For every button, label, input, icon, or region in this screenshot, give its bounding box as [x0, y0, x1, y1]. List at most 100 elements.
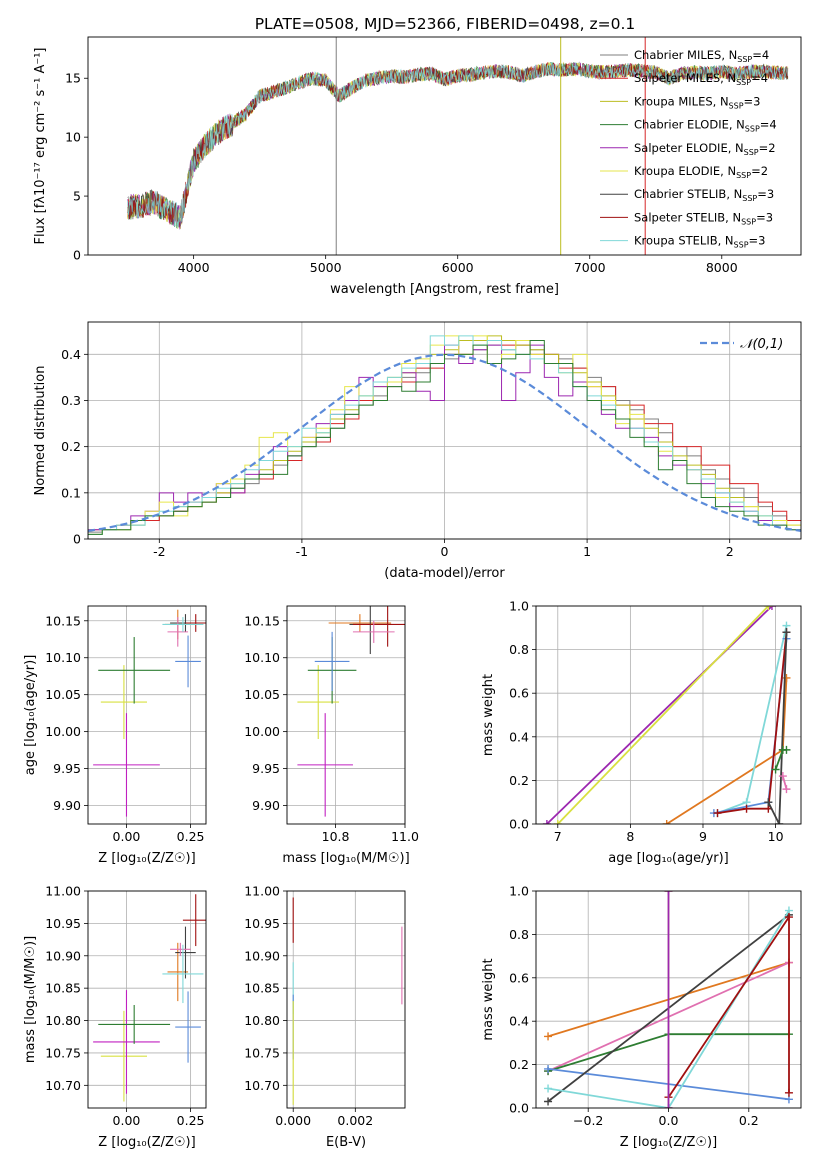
- plot-area: [544, 891, 793, 1108]
- y-axis-label: age [log₁₀(age/yr)]: [23, 655, 38, 776]
- x-tick-label: -2: [153, 544, 165, 559]
- chart-mass-vs-ebv: 0.000 0.002 10.70 10.75 10.80 10.85 10.90 10.95…: [244, 884, 406, 1150]
- x-tick-label: 0.2: [739, 1113, 759, 1128]
- x-tick-label: 0.25: [177, 829, 205, 844]
- y-tick-label: 10.00: [45, 724, 81, 739]
- x-tick-label: 10.8: [322, 829, 350, 844]
- y-tick-label: 10.75: [45, 1045, 81, 1060]
- massweight-marker: [782, 673, 791, 682]
- x-axis-label: wavelength [Angstrom, rest frame]: [330, 282, 559, 297]
- y-tick-label: 10.80: [45, 1013, 81, 1028]
- legend-subscript: SSP: [737, 55, 752, 64]
- legend-entry: Chabrier ELODIE, NSSP=4: [634, 118, 777, 134]
- massweight-marker: [778, 772, 787, 781]
- massweight-marker: [782, 628, 791, 637]
- y-tick-label: 10.15: [244, 613, 280, 628]
- y-tick-label: 0.0: [509, 817, 529, 832]
- y-tick-label: 10.00: [244, 724, 280, 739]
- x-axis-label: Z [log₁₀(Z/Z☉)]: [98, 851, 195, 866]
- legend-value: =3: [757, 187, 774, 201]
- massweight-marker: [767, 606, 776, 610]
- x-tick-label: 4000: [178, 260, 210, 275]
- x-tick-label: 6000: [442, 260, 474, 275]
- massweight-marker: [544, 1064, 553, 1073]
- massweight-marker: [764, 606, 773, 610]
- y-tick-label: 1.0: [509, 599, 529, 614]
- y-axis-label: mass weight: [481, 958, 496, 1040]
- massweight-line: [557, 606, 769, 824]
- massweight-line: [767, 632, 788, 824]
- plot-area: [127, 37, 789, 255]
- legend-value: =3: [756, 210, 773, 224]
- legend-entry: Salpeter STELIB, NSSP=3: [634, 210, 773, 226]
- legend-entry: Kroupa MILES, NSSP=3: [634, 94, 760, 110]
- massweight-marker: [664, 1104, 673, 1108]
- axes-frame: [535, 605, 802, 825]
- y-tick-label: 0.4: [509, 1014, 529, 1029]
- massweight-marker: [782, 745, 791, 754]
- chart-age-vs-z: 0.00 0.25 9.90 9.95 10.00 10.05 10.10 10.15 Z [l…: [23, 605, 207, 866]
- y-tick-label: 10.15: [45, 613, 81, 628]
- y-tick-label: 0: [73, 532, 81, 547]
- y-tick-label: 10.85: [244, 981, 280, 996]
- y-tick-label: 0.8: [509, 927, 529, 942]
- y-tick-label: 0: [73, 248, 81, 263]
- massweight-line: [667, 914, 790, 1098]
- spectrum-legend: Chabrier MILES, NSSP=4 Salpeter MILES, NS…: [600, 48, 777, 250]
- axes-frame: [286, 605, 406, 825]
- y-tick-label: 0.0: [509, 1101, 529, 1116]
- y-tick-label: 10.80: [244, 1013, 280, 1028]
- chart-massweight-vs-age: 7 8 9 10 0.0 0.2 0.4 0.6 0.8 1.0 age [log₁₀(age/yr…: [481, 599, 802, 866]
- y-tick-label: 10.10: [244, 650, 280, 665]
- massweight-marker: [544, 1097, 553, 1106]
- plot-area: [93, 894, 206, 1102]
- legend-entry: Salpeter ELODIE, NSSP=2: [634, 141, 776, 157]
- plot-area: [297, 606, 405, 817]
- y-tick-label: 9.95: [53, 761, 81, 776]
- y-tick-label: 10.05: [244, 687, 280, 702]
- y-tick-label: 5: [73, 189, 81, 204]
- y-tick-label: 0.2: [509, 1057, 529, 1072]
- y-tick-label: 15: [65, 71, 81, 86]
- x-tick-label: 11.0: [391, 829, 419, 844]
- massweight-marker: [742, 804, 751, 813]
- residuals-legend: 𝒩(0,1): [700, 337, 783, 352]
- massweight-marker: [775, 820, 784, 824]
- y-tick-label: 0.2: [61, 439, 81, 454]
- legend-value: =4: [760, 118, 777, 132]
- normal-curve: [88, 353, 801, 532]
- y-tick-label: 0.2: [509, 773, 529, 788]
- massweight-line: [717, 632, 788, 814]
- massweight-marker: [764, 798, 773, 807]
- legend-entry: Salpeter MILES, NSSP=4: [634, 71, 768, 87]
- x-tick-label: 0.0: [659, 1113, 679, 1128]
- legend-entry: Kroupa STELIB, NSSP=3: [634, 234, 765, 250]
- x-tick-label: 0.00: [113, 829, 141, 844]
- legend-value: =4: [751, 71, 768, 85]
- y-tick-label: 0.4: [509, 729, 529, 744]
- y-tick-label: 0.8: [509, 642, 529, 657]
- massweight-line: [546, 606, 773, 824]
- x-tick-label: 10: [768, 829, 784, 844]
- legend-subscript: SSP: [734, 241, 749, 250]
- x-tick-label: 8: [626, 829, 634, 844]
- y-tick-label: 11.00: [45, 884, 81, 899]
- massweight-marker: [784, 1088, 793, 1097]
- y-tick-label: 1.0: [509, 884, 529, 899]
- massweight-marker: [542, 820, 551, 824]
- x-tick-label: 2: [726, 544, 734, 559]
- y-tick-label: 10.10: [45, 650, 81, 665]
- legend-value: =2: [759, 141, 776, 155]
- x-tick-label: 7: [554, 829, 562, 844]
- x-axis-label: Z [log₁₀(Z/Z☉)]: [620, 1135, 717, 1150]
- legend-entry: 𝒩(0,1): [740, 337, 783, 352]
- legend-value: =3: [749, 234, 766, 248]
- y-tick-label: 0.4: [61, 347, 81, 362]
- y-tick-label: 0.1: [61, 485, 81, 500]
- legend-subscript: SSP: [736, 171, 751, 180]
- legend-value: =4: [752, 48, 769, 62]
- massweight-marker: [553, 820, 562, 824]
- x-tick-label: 8000: [706, 260, 738, 275]
- y-tick-label: 9.95: [252, 761, 280, 776]
